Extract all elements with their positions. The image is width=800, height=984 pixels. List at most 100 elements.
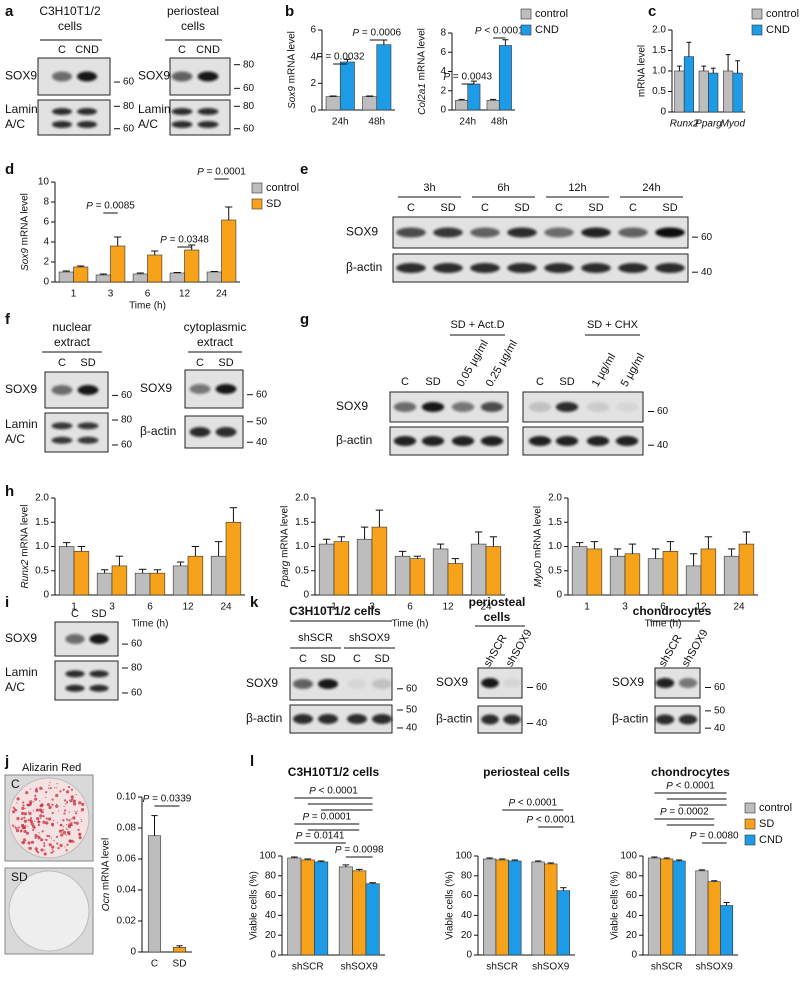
- panel-label: e: [300, 161, 308, 178]
- stain-dot: [81, 802, 85, 806]
- p-value: P = 0.0098: [335, 845, 384, 856]
- bar: [172, 565, 189, 596]
- p-value: P = 0.0085: [86, 201, 135, 212]
- band: [89, 684, 109, 692]
- stain-dot: [11, 824, 15, 827]
- lane-label: CND: [196, 44, 220, 56]
- x-tick-label: 3: [108, 289, 114, 300]
- y-tick-label: 2.0: [652, 25, 666, 36]
- bar: [683, 56, 694, 113]
- stain-dot: [51, 849, 54, 851]
- legend-label: SD: [759, 818, 774, 830]
- stain-dot: [46, 834, 49, 838]
- y-tick-label: 8: [43, 197, 49, 208]
- stain-dot: [38, 832, 40, 834]
- error-bar: [229, 507, 238, 523]
- band: [503, 714, 521, 725]
- y-tick-label: 0: [466, 950, 472, 961]
- x-tick-label: 24h: [332, 117, 349, 128]
- stain-dot: [16, 802, 18, 804]
- error-bar: [710, 67, 716, 74]
- lane-group: shSOX9: [349, 632, 390, 644]
- band: [347, 714, 367, 724]
- y-tick-label: 1.0: [295, 541, 309, 552]
- stain-dot: [22, 801, 25, 804]
- row-label: SOX9: [246, 676, 278, 690]
- stain-dot: [75, 793, 77, 796]
- x-tick-label: 6: [407, 602, 413, 613]
- bar: [571, 546, 588, 596]
- stain-dot: [72, 816, 76, 820]
- x-tick-label: 1: [584, 602, 590, 613]
- stain-dot: [64, 803, 67, 805]
- band: [433, 227, 463, 238]
- stain-dot: [48, 835, 51, 838]
- p-value: P < 0.0001: [666, 781, 715, 792]
- legend-swatch: [744, 802, 756, 814]
- error-bar: [511, 859, 519, 861]
- stain-dot: [56, 842, 59, 845]
- bar: [110, 245, 126, 283]
- band: [528, 402, 552, 412]
- error-bar: [343, 58, 351, 62]
- marker-label: 60: [121, 390, 133, 401]
- y-tick-label: 80: [265, 870, 277, 881]
- x-tick-label: 24h: [459, 117, 476, 128]
- band: [581, 263, 611, 273]
- lane-label: C: [629, 202, 637, 214]
- y-tick-label: 8: [440, 28, 446, 39]
- stain-dot: [21, 841, 26, 845]
- stain-dot: [44, 849, 46, 851]
- bar: [147, 835, 162, 953]
- bar: [695, 870, 709, 956]
- stain-dot: [65, 823, 68, 826]
- bar: [660, 858, 674, 956]
- stain-dot: [43, 842, 46, 845]
- band: [555, 436, 579, 446]
- error-bar: [725, 54, 731, 71]
- stain-dot: [56, 787, 58, 789]
- y-tick-label: 0.5: [652, 86, 666, 97]
- band: [655, 263, 685, 273]
- error-bar: [590, 541, 599, 549]
- x-tick-label: shSCR: [486, 962, 518, 973]
- band: [451, 402, 475, 412]
- stain-dot: [28, 811, 30, 813]
- stain-dot: [51, 845, 55, 849]
- stain-dot: [37, 823, 41, 827]
- legend-label: CND: [759, 834, 783, 846]
- error-bar: [735, 60, 740, 74]
- lane-label: C: [353, 653, 361, 665]
- stain-dot: [80, 810, 82, 812]
- stain-dot: [27, 825, 29, 828]
- band: [480, 436, 504, 446]
- y-tick-label: 20: [461, 930, 473, 941]
- stain-dot: [54, 787, 56, 789]
- error-bar: [534, 860, 542, 862]
- error-bar: [704, 536, 713, 549]
- band: [470, 263, 500, 273]
- stain-dot: [65, 801, 69, 804]
- stain-dot: [55, 803, 58, 805]
- panel-label: i: [5, 594, 9, 611]
- bar: [672, 860, 686, 956]
- blot-title: cells: [484, 610, 511, 624]
- error-bar: [304, 858, 312, 860]
- stain-dot: [39, 786, 43, 790]
- y-tick-label: 4: [43, 237, 49, 248]
- bar: [225, 521, 242, 596]
- legend-swatch: [751, 24, 763, 36]
- y-tick-label: 1.0: [35, 541, 49, 552]
- band: [189, 427, 211, 437]
- chart-title: chondrocytes: [651, 765, 730, 779]
- chart-title: C3H10T1/2 cells: [288, 765, 380, 779]
- stain-dot: [76, 810, 78, 812]
- band: [171, 71, 193, 82]
- stain-dot: [44, 839, 47, 841]
- error-bar: [398, 550, 407, 557]
- error-bar: [329, 95, 337, 97]
- stain-dot: [64, 846, 66, 848]
- y-tick-label: 0: [310, 105, 316, 116]
- bar: [674, 70, 685, 113]
- band: [586, 402, 610, 412]
